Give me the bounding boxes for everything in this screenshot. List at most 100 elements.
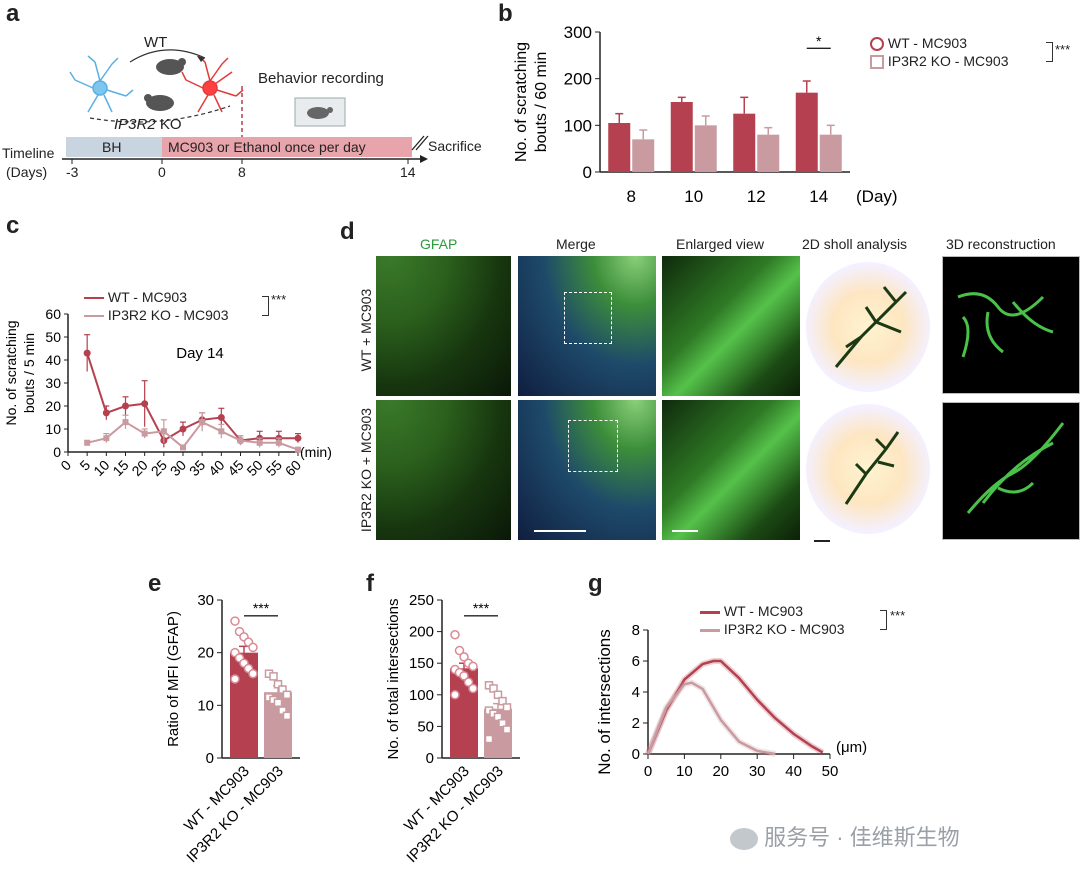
data-point	[273, 698, 283, 707]
bar	[795, 92, 818, 172]
data-point	[463, 677, 474, 687]
y-tick-label: 0	[206, 750, 214, 767]
bar	[757, 134, 780, 172]
chart-b: 0 100 200 300 8 10 12 14 * (Day) No. of scratching…	[513, 23, 898, 206]
timeline-label: Timeline	[2, 145, 55, 161]
bh-bar	[66, 137, 162, 157]
3d-ko-image	[942, 402, 1080, 540]
recording-box-icon	[294, 97, 346, 127]
data-point	[103, 435, 110, 442]
y-axis-label-line2: bouts / 60 min	[533, 52, 550, 153]
tick-label: -3	[66, 164, 79, 180]
data-point	[450, 630, 460, 640]
panel-letter-b: b	[498, 0, 513, 27]
y-axis-label: Ratio of MFI (GFAP)	[165, 611, 182, 747]
x-tick-label: 10	[684, 187, 703, 206]
y-tick-label: 100	[409, 687, 434, 704]
row-label-ko: IP3R2 KO + MC903	[358, 407, 374, 533]
merge-ko-image	[518, 400, 656, 540]
data-point	[493, 712, 503, 722]
chart-title: Day 14	[176, 345, 224, 362]
y-axis-label-line2: bouts / 5 min	[21, 333, 37, 413]
3d-wt-image	[942, 256, 1080, 394]
legend-square-icon	[870, 55, 884, 70]
y-tick-label: 50	[45, 329, 61, 345]
bar	[733, 113, 756, 172]
y-tick-label: 0	[632, 746, 640, 763]
x-tick-label: 12	[747, 187, 766, 206]
panel-letter-f: f	[366, 570, 374, 597]
legend-wt: WT - MC903	[107, 289, 187, 305]
legend-line-icon	[84, 297, 104, 300]
legend-c-bracket	[262, 296, 269, 316]
bh-label: BH	[102, 139, 122, 155]
data-point	[502, 703, 512, 712]
y-tick-label: 40	[45, 352, 61, 368]
legend-line-icon	[700, 610, 720, 614]
data-point	[122, 402, 129, 410]
data-point	[269, 672, 278, 681]
data-point	[160, 428, 167, 435]
legend-wt: WT - MC903	[887, 35, 967, 51]
series-line	[646, 659, 824, 755]
scale-bar	[672, 530, 698, 532]
data-point	[248, 668, 258, 679]
y-tick-label: 30	[197, 592, 214, 609]
enlarged-wt-image	[662, 256, 800, 396]
legend-g: WT - MC903 IP3R2 KO - MC903	[700, 602, 845, 638]
data-point	[199, 419, 206, 426]
data-point	[294, 434, 302, 442]
y-tick-label: 0	[53, 444, 61, 460]
panel-letter-c: c	[6, 212, 20, 239]
ko-gene-label: IP3R2	[114, 116, 156, 133]
legend-g-bracket	[880, 610, 887, 630]
x-axis-label: (Day)	[856, 187, 898, 206]
astrocyte-trace-icon	[834, 286, 908, 368]
legend-ko: IP3R2 KO - MC903	[107, 307, 229, 323]
data-point	[278, 685, 287, 694]
data-point	[141, 430, 148, 437]
col-header-enlarged: Enlarged view	[676, 236, 764, 252]
series-line	[86, 420, 299, 451]
legend-b-bracket	[1046, 42, 1053, 62]
y-tick-label: 250	[409, 592, 434, 609]
panel-letter-d: d	[340, 218, 355, 245]
legend-line-icon	[700, 628, 720, 632]
sholl-wt-image	[806, 262, 930, 392]
behavior-recording-label: Behavior recording	[258, 70, 384, 87]
bar	[694, 125, 717, 172]
panel-a-diagram	[62, 49, 429, 164]
x-tick-label: 30	[749, 763, 766, 780]
astrocyte-blue-icon	[69, 55, 134, 113]
data-point	[489, 684, 498, 693]
data-point	[502, 725, 512, 734]
bar	[608, 123, 631, 172]
chart-g: 0 2 4 6 8 0 10 20 30 40 50 (μm) No. of intersections	[595, 622, 867, 780]
y-axis-label: No. of intersections	[595, 629, 614, 775]
col-header-gfap: GFAP	[420, 236, 458, 252]
y-tick-label: 6	[632, 653, 640, 670]
series-line	[646, 681, 776, 756]
gfap-ko-image	[376, 400, 511, 540]
data-point	[459, 652, 469, 662]
astrocyte-trace-icon	[844, 431, 900, 505]
tick-label: 0	[158, 164, 166, 180]
bar	[670, 102, 693, 172]
y-axis-label-line1: No. of scratching	[513, 42, 530, 162]
bar	[819, 134, 842, 172]
data-point	[256, 439, 263, 446]
gfap-wt-image	[376, 256, 511, 396]
data-point	[83, 349, 91, 357]
wechat-icon	[730, 828, 758, 851]
x-tick-label: 5	[76, 457, 93, 474]
data-point	[237, 437, 244, 444]
sholl-ko-image	[806, 404, 930, 534]
series-band	[645, 679, 776, 757]
tick-label: 14	[400, 164, 416, 180]
panel-a: a	[0, 0, 500, 200]
y-tick-label: 100	[564, 116, 592, 135]
merge-wt-image	[518, 256, 656, 396]
y-tick-label: 2	[632, 715, 640, 732]
col-header-merge: Merge	[556, 236, 596, 252]
y-tick-label: 10	[197, 697, 214, 714]
